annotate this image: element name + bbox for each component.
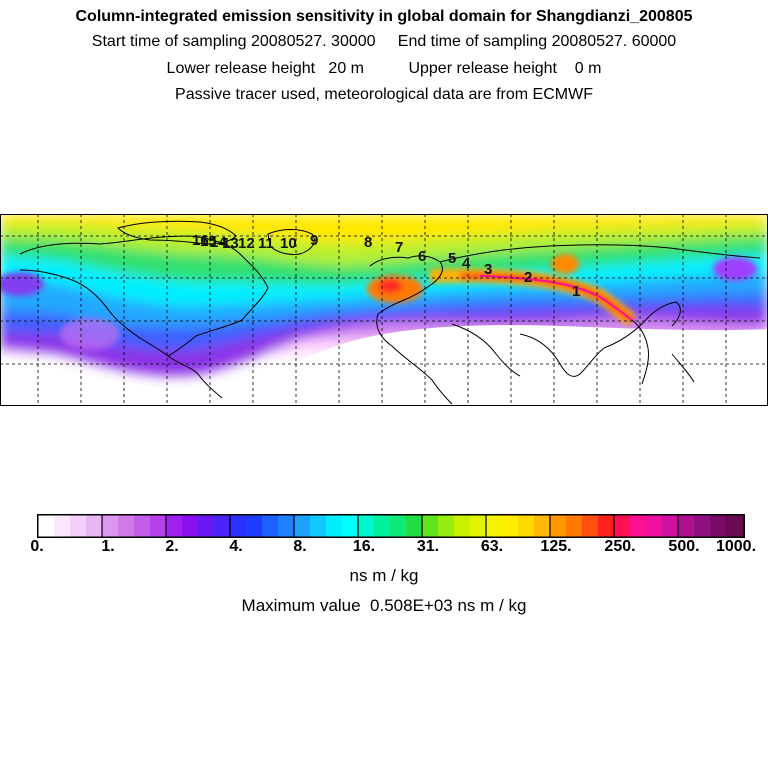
color-scale-bar [37, 514, 745, 538]
color-swatch [198, 515, 214, 537]
color-swatch [102, 515, 118, 537]
colorbar-tick-label: 4. [229, 538, 243, 555]
plot-title: Column-integrated emission sensitivity i… [75, 8, 693, 25]
color-swatch [262, 515, 278, 537]
trajectory-label: 11 [258, 235, 274, 252]
trajectory-label: 7 [395, 239, 403, 256]
trajectory-label: 10 [280, 235, 297, 252]
colorbar-tick-label: 8. [293, 538, 307, 555]
color-swatch [438, 515, 454, 537]
colorbar-tick-label: 0. [30, 538, 44, 555]
map-svg: 1 2 3 4 5 6 7 8 9 10 11 12 13 14 15 16 [0, 214, 768, 406]
trajectory-label: 16 [192, 232, 209, 249]
color-swatch [518, 515, 534, 537]
color-swatch [326, 515, 342, 537]
color-swatch [390, 515, 406, 537]
color-swatch [630, 515, 646, 537]
colorbar-tick-label: 250. [604, 538, 636, 555]
trajectory-label: 6 [418, 248, 426, 265]
color-swatch [710, 515, 726, 537]
color-swatch [166, 515, 182, 537]
color-swatch [582, 515, 598, 537]
color-swatch [294, 515, 310, 537]
color-swatch [230, 515, 246, 537]
colorbar-tick-label: 63. [480, 538, 504, 555]
color-swatch [374, 515, 390, 537]
trajectory-label: 3 [484, 261, 492, 278]
color-swatch [118, 515, 134, 537]
release-height-line: Lower release height 20 m Upper release … [166, 60, 602, 77]
colorbar-unit-label: ns m / kg [349, 566, 419, 585]
color-swatch [550, 515, 566, 537]
trajectory-label: 13 [222, 235, 239, 252]
color-swatch [646, 515, 662, 537]
color-swatch [662, 515, 678, 537]
color-swatch [726, 515, 744, 537]
color-swatch [406, 515, 422, 537]
colorbar-tick-label: 2. [165, 538, 179, 555]
color-swatch [310, 515, 326, 537]
color-swatch [598, 515, 614, 537]
color-swatch [422, 515, 438, 537]
color-swatch [614, 515, 630, 537]
color-swatch [278, 515, 294, 537]
color-swatch [134, 515, 150, 537]
trajectory-label: 8 [364, 234, 372, 251]
color-swatch [86, 515, 102, 537]
color-swatch [502, 515, 518, 537]
colorbar-tick-label: 1000. [715, 538, 757, 555]
color-swatch [150, 515, 166, 537]
sampling-time-line: Start time of sampling 20080527. 30000 E… [91, 33, 677, 50]
colorbar-tick-label: 16. [352, 538, 376, 555]
trajectory-label: 12 [238, 235, 255, 252]
trajectory-label: 1 [572, 283, 580, 300]
color-swatch [534, 515, 550, 537]
maximum-value-text: Maximum value 0.508E+03 ns m / kg [241, 596, 527, 615]
colorbar-tick-label: 31. [416, 538, 440, 555]
color-swatch [358, 515, 374, 537]
color-swatch [566, 515, 582, 537]
color-swatch [454, 515, 470, 537]
tracer-info-line: Passive tracer used, meteorological data… [175, 86, 593, 103]
trajectory-label: 14 [210, 234, 227, 251]
color-swatch [70, 515, 86, 537]
color-swatch [214, 515, 230, 537]
trajectory-label: 9 [310, 232, 318, 249]
trajectory-label: 4 [462, 255, 471, 272]
color-swatch [694, 515, 710, 537]
color-swatch [470, 515, 486, 537]
color-swatch [486, 515, 502, 537]
color-swatch [38, 515, 54, 537]
colorbar-tick-label: 1. [101, 538, 115, 555]
color-swatch [246, 515, 262, 537]
color-swatch [678, 515, 694, 537]
color-swatch [342, 515, 358, 537]
colorbar-tick-label: 500. [668, 538, 700, 555]
emission-sensitivity-map: 1 2 3 4 5 6 7 8 9 10 11 12 13 14 15 16 [0, 214, 768, 406]
trajectory-label: 2 [524, 269, 532, 286]
color-swatch [182, 515, 198, 537]
colorbar-tick-label: 125. [540, 538, 572, 555]
color-swatch [54, 515, 70, 537]
trajectory-label: 5 [448, 250, 456, 267]
trajectory-label: 15 [200, 233, 217, 250]
